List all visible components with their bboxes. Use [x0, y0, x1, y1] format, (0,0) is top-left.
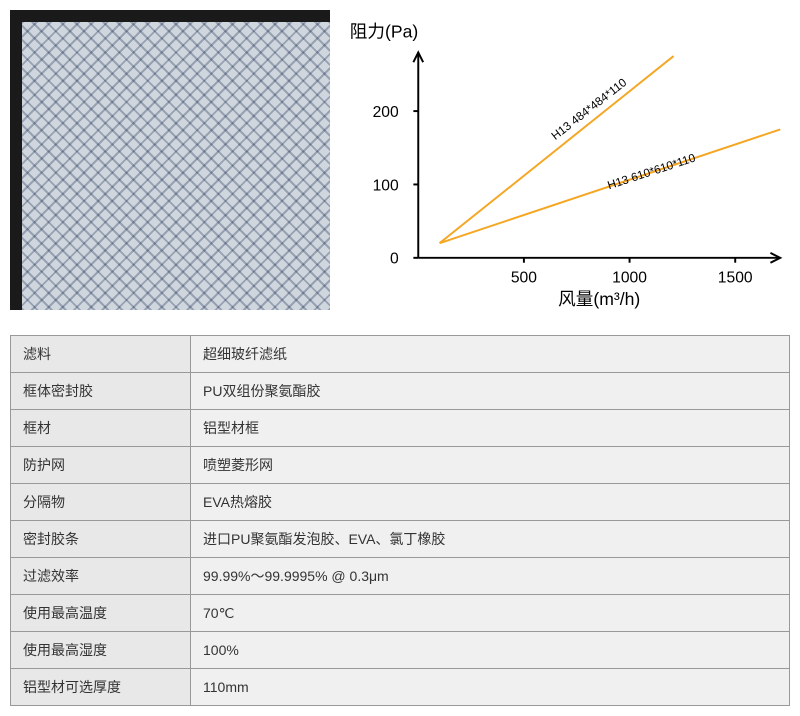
spec-key: 框材 — [11, 410, 191, 447]
spec-key: 密封胶条 — [11, 521, 191, 558]
series-label-1: H13 610*610*110 — [606, 151, 698, 192]
spec-table: 滤料超细玻纤滤纸框体密封胶PU双组份聚氨酯胶框材铝型材框防护网喷塑菱形网分隔物E… — [10, 335, 790, 706]
spec-value: 100% — [191, 632, 790, 669]
spec-value: PU双组份聚氨酯胶 — [191, 373, 790, 410]
table-row: 密封胶条进口PU聚氨酯发泡胶、EVA、氯丁橡胶 — [11, 521, 790, 558]
table-row: 防护网喷塑菱形网 — [11, 447, 790, 484]
spec-key: 使用最高湿度 — [11, 632, 191, 669]
y-tick-2: 200 — [373, 104, 399, 121]
mesh-texture — [22, 22, 330, 310]
table-row: 框材铝型材框 — [11, 410, 790, 447]
y-tick-0: 0 — [390, 251, 399, 268]
table-row: 铝型材可选厚度110mm — [11, 669, 790, 706]
series-line-0 — [440, 56, 674, 243]
spec-key: 过滤效率 — [11, 558, 191, 595]
table-row: 使用最高温度70℃ — [11, 595, 790, 632]
y-ticks: 0 100 200 — [373, 104, 419, 268]
table-row: 分隔物EVA热熔胶 — [11, 484, 790, 521]
spec-key: 滤料 — [11, 336, 191, 373]
x-tick-1: 1000 — [612, 269, 647, 286]
spec-value: 喷塑菱形网 — [191, 447, 790, 484]
x-tick-2: 1500 — [718, 269, 753, 286]
table-row: 滤料超细玻纤滤纸 — [11, 336, 790, 373]
spec-key: 使用最高温度 — [11, 595, 191, 632]
table-row: 使用最高湿度100% — [11, 632, 790, 669]
spec-value: 110mm — [191, 669, 790, 706]
x-ticks: 500 1000 1500 — [511, 258, 753, 286]
spec-value: 99.99%～99.9995% @ 0.3μm — [191, 558, 790, 595]
y-axis-title: 阻力(Pa) — [350, 22, 418, 42]
y-tick-1: 100 — [373, 177, 399, 194]
x-axis-title: 风量(m³/h) — [558, 289, 640, 309]
table-row: 过滤效率99.99%～99.9995% @ 0.3μm — [11, 558, 790, 595]
spec-key: 防护网 — [11, 447, 191, 484]
x-tick-0: 500 — [511, 269, 537, 286]
spec-value: 超细玻纤滤纸 — [191, 336, 790, 373]
spec-value: 铝型材框 — [191, 410, 790, 447]
spec-value: 70℃ — [191, 595, 790, 632]
spec-value: 进口PU聚氨酯发泡胶、EVA、氯丁橡胶 — [191, 521, 790, 558]
spec-value: EVA热熔胶 — [191, 484, 790, 521]
product-photo — [10, 10, 330, 310]
spec-key: 框体密封胶 — [11, 373, 191, 410]
resistance-chart: 阻力(Pa) 0 100 200 500 1000 — [340, 10, 790, 310]
table-row: 框体密封胶PU双组份聚氨酯胶 — [11, 373, 790, 410]
series-label-0: H13 484*484*110 — [549, 76, 630, 143]
spec-key: 铝型材可选厚度 — [11, 669, 191, 706]
chart-svg: 阻力(Pa) 0 100 200 500 1000 — [340, 10, 790, 310]
spec-key: 分隔物 — [11, 484, 191, 521]
